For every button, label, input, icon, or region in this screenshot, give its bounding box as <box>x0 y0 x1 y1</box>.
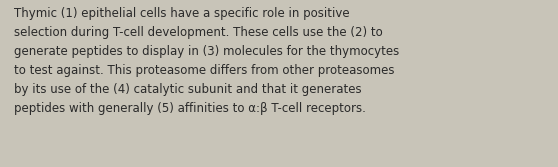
Text: Thymic (1) epithelial cells have a specific role in positive
selection during T-: Thymic (1) epithelial cells have a speci… <box>14 7 399 115</box>
